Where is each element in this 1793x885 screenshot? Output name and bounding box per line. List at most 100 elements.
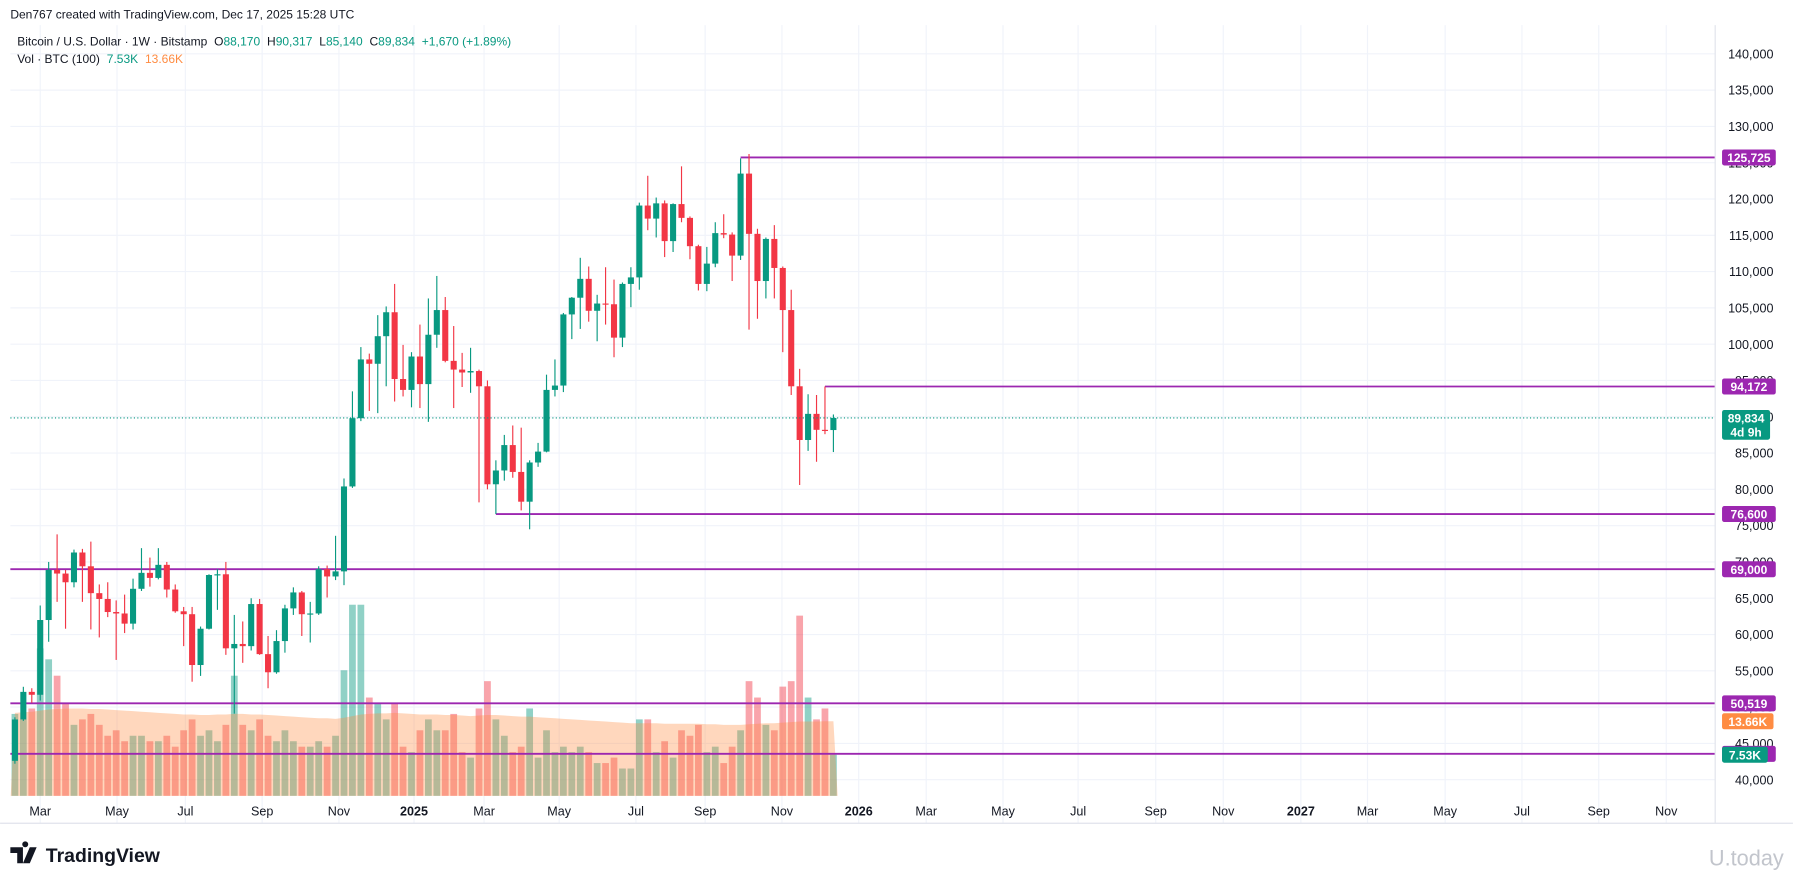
symbol-row: Bitcoin / U.S. Dollar · 1W · Bitstamp O88… (17, 35, 511, 49)
candle-body (720, 233, 727, 235)
volume-bar (289, 741, 297, 796)
y-tick-label: 80,000 (1735, 483, 1773, 497)
symbol: Bitcoin / U.S. Dollar · 1W · Bitstamp (17, 35, 207, 49)
candle-body (433, 310, 440, 335)
credit: Den767 created with TradingView.com, Dec… (10, 7, 354, 21)
candle-body (459, 369, 466, 373)
candle-body (585, 278, 592, 311)
volume-bar (450, 713, 458, 796)
x-tick-label: Jul (1070, 804, 1086, 818)
candle-body (349, 418, 356, 487)
volume-bar (87, 713, 95, 796)
candle-body (425, 334, 432, 385)
volume-bar (239, 724, 247, 796)
volume-bar (821, 708, 829, 796)
y-tick-label: 75,000 (1735, 519, 1773, 533)
volume-bar (28, 708, 36, 796)
volume-bar (737, 730, 744, 796)
volume-pane (10, 604, 838, 796)
volume-bar (492, 719, 500, 796)
volume-bar (205, 730, 213, 796)
volume-ma-area (10, 708, 838, 796)
x-tick-label: Nov (1655, 804, 1678, 818)
candle-body (155, 564, 162, 578)
candle-body (695, 246, 702, 284)
candle-body (163, 564, 170, 590)
volume-bar (146, 741, 154, 796)
y-tick-label: 65,000 (1735, 592, 1773, 606)
candle-body (745, 173, 753, 234)
volume-bar (695, 724, 702, 796)
candle-body (813, 413, 820, 430)
candle-body (467, 371, 474, 373)
volume-bar (323, 746, 331, 796)
candle-body (416, 356, 423, 385)
volume-bar (652, 752, 660, 796)
level-label: 94,172 (1731, 380, 1768, 394)
ohlc-key: C (370, 35, 379, 49)
candle-body (256, 604, 263, 655)
volume-bar (509, 752, 517, 796)
candle-body (796, 386, 803, 440)
candle-body (805, 413, 812, 440)
volume-bar (500, 735, 508, 796)
ohlc-value: 85,140 (326, 35, 363, 49)
volume-ma-label: 13.66K (1728, 715, 1767, 729)
candle-body (501, 445, 508, 471)
x-tick-label: May (991, 804, 1015, 818)
x-tick-label: Jul (628, 804, 644, 818)
y-tick-label: 40,000 (1735, 773, 1773, 787)
ohlc-key: H (267, 35, 276, 49)
volume-bar (408, 752, 415, 796)
volume-bar (619, 768, 626, 796)
candle-body (197, 628, 204, 666)
volume-bar (711, 746, 719, 796)
brand: TradingView (46, 845, 161, 867)
candle-body (366, 359, 373, 364)
volume-bar (762, 724, 770, 796)
volume-bar (517, 746, 525, 796)
y-tick-label: 130,000 (1728, 120, 1773, 134)
volume-bar (357, 604, 365, 796)
candle-body (87, 566, 94, 594)
volume-bar (79, 719, 86, 796)
volume-bar (585, 752, 593, 796)
level-box (1722, 561, 1776, 578)
candle-body (11, 719, 18, 761)
volume-bar (830, 754, 837, 796)
candle-body (239, 643, 246, 647)
candle-body (821, 429, 829, 431)
candle-body (214, 574, 221, 576)
last-price-label: 89,834 (1728, 412, 1765, 426)
candle-body (374, 336, 381, 364)
candle-body (653, 203, 660, 219)
candle-body (332, 571, 339, 577)
candle-body (475, 371, 483, 387)
volume-bar (627, 768, 635, 796)
volume-bar (728, 746, 736, 796)
volume-bar (770, 730, 778, 796)
x-tick-label: Jul (1514, 804, 1530, 818)
volume-bar (112, 730, 120, 796)
volume-bar (787, 681, 795, 796)
x-tick-label: Mar (29, 804, 51, 818)
volume-bar (95, 724, 103, 796)
candle-body (391, 312, 398, 380)
volume-bar (399, 746, 407, 796)
candle-body (340, 486, 348, 572)
candle-body (104, 598, 111, 613)
volume-bar (298, 746, 306, 796)
volume-bar (678, 730, 685, 796)
x-tick-label: Sep (694, 804, 716, 818)
candle-body (712, 233, 719, 264)
volume-bar (661, 741, 669, 796)
candle-body (28, 691, 35, 695)
volume-bar (484, 681, 491, 796)
volume-bar (104, 735, 112, 796)
candle-body (779, 267, 786, 311)
volume-bar (568, 752, 576, 796)
brand-logo: TradingView (10, 841, 161, 867)
candle-body (265, 654, 272, 673)
candle-body (737, 173, 744, 256)
